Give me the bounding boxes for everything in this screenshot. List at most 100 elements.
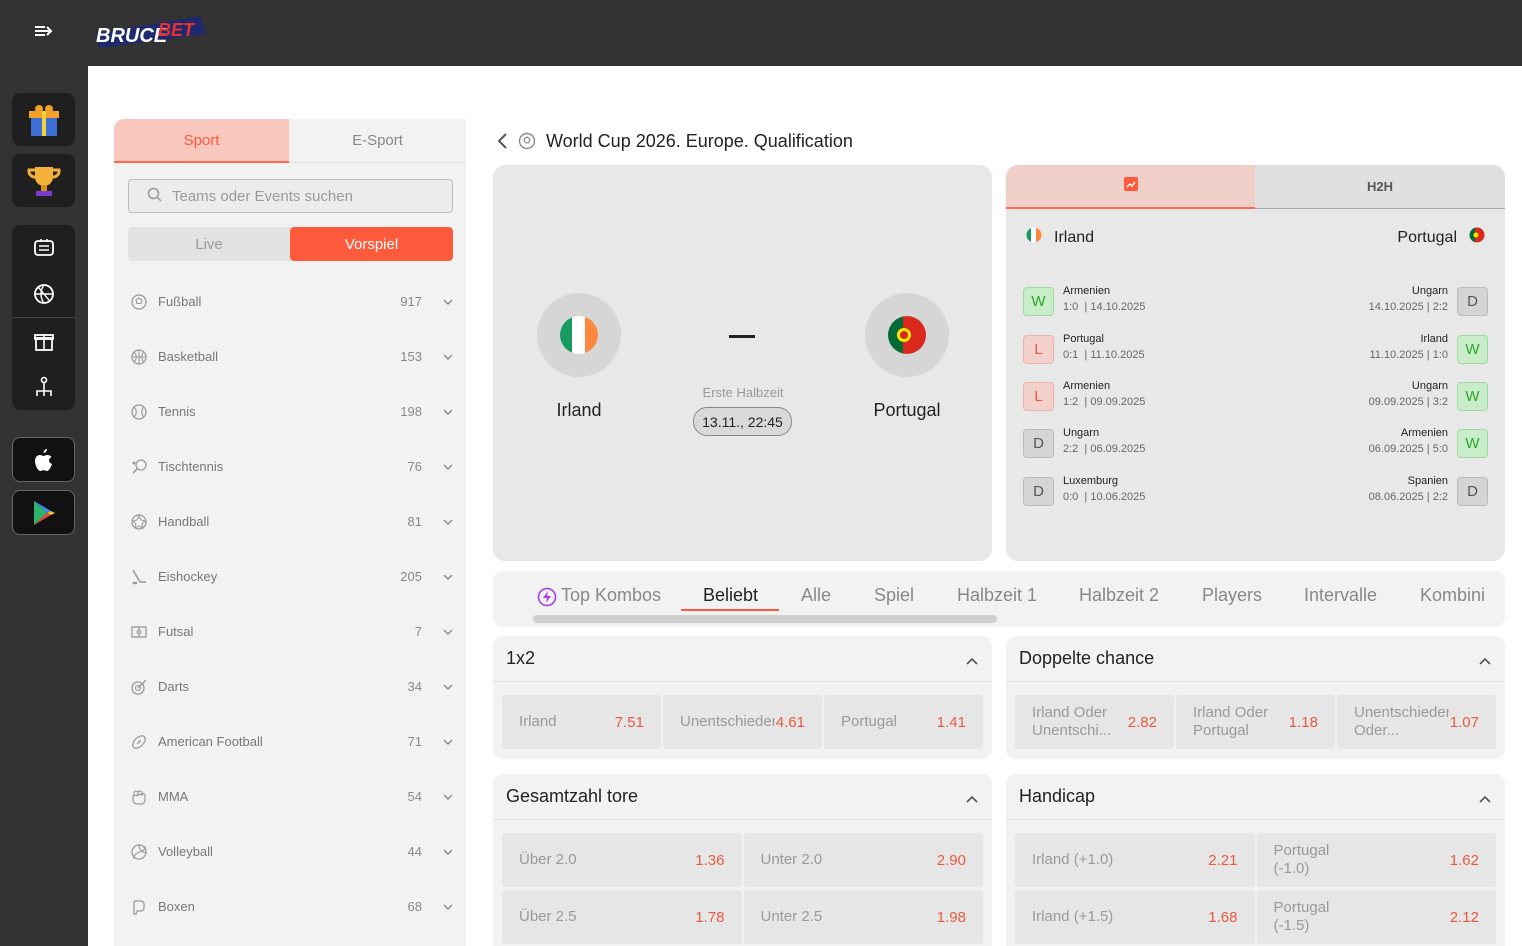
odd-button[interactable]: Irland 7.51 — [502, 695, 661, 749]
brand-logo[interactable]: BRUCE BET — [92, 12, 208, 52]
tab-spiel[interactable]: Spiel — [874, 585, 915, 605]
tab-esport[interactable]: E-Sport — [289, 119, 466, 163]
live-button[interactable]: Live — [128, 227, 290, 261]
casino-slot-icon[interactable] — [12, 225, 75, 271]
result-badge: L — [1023, 382, 1054, 411]
chevron-up-icon[interactable] — [1478, 652, 1492, 666]
odd-button[interactable]: Portugal (-1.5) 2.12 — [1256, 890, 1496, 944]
market-header[interactable]: Gesamtzahl tore — [493, 774, 992, 820]
odd-value: 1.41 — [936, 713, 966, 731]
odd-value: 2.21 — [1208, 851, 1238, 869]
result-badge: W — [1457, 429, 1488, 458]
chevron-down-icon[interactable] — [442, 571, 454, 583]
chevron-down-icon[interactable] — [442, 846, 454, 858]
back-arrow-icon[interactable] — [494, 131, 512, 151]
chevron-up-icon[interactable] — [965, 652, 979, 666]
apple-store-icon[interactable] — [12, 437, 75, 482]
sport-item-tennis[interactable]: Tennis 198 — [114, 384, 466, 439]
chevron-down-icon[interactable] — [442, 791, 454, 803]
sport-item-mma[interactable]: MMA 54 — [114, 769, 466, 824]
h2h-home-name: Irland — [1054, 228, 1095, 246]
opponent-name: Ungarn — [1411, 380, 1448, 392]
chevron-down-icon[interactable] — [442, 901, 454, 913]
prematch-button[interactable]: Vorspiel — [290, 227, 453, 261]
odd-button[interactable]: Irland (+1.5) 1.68 — [1015, 890, 1255, 944]
chevron-down-icon[interactable] — [442, 516, 454, 528]
market-double-chance: Doppelte chance Irland Oder Unentschi...… — [1006, 636, 1505, 759]
google-play-icon[interactable] — [12, 490, 75, 535]
odd-button[interactable]: Unter 2.5 1.98 — [743, 890, 983, 944]
chevron-up-icon[interactable] — [965, 790, 979, 804]
sport-item-handball[interactable]: Handball 81 — [114, 494, 466, 549]
chevron-down-icon[interactable] — [442, 406, 454, 418]
odd-button[interactable]: Portugal 1.41 — [824, 695, 983, 749]
odd-label: Portugal (-1.5) — [1273, 899, 1330, 934]
basketball-icon — [130, 348, 148, 366]
gift-icon[interactable] — [12, 318, 75, 364]
odd-button[interactable]: Unter 2.0 2.90 — [743, 833, 983, 887]
tab-halbzeit-2[interactable]: Halbzeit 2 — [1079, 585, 1160, 605]
chevron-down-icon[interactable] — [442, 351, 454, 363]
tab-alle[interactable]: Alle — [801, 585, 832, 605]
sport-item-futsal[interactable]: Futsal 7 — [114, 604, 466, 659]
tab-beliebt[interactable]: Beliebt — [703, 585, 759, 605]
odd-label: Portugal (-1.0) — [1273, 842, 1330, 877]
odd-button[interactable]: Irland (+1.0) 2.21 — [1015, 833, 1255, 887]
opponent-name: Armenien — [1063, 285, 1111, 297]
trophy-icon[interactable] — [12, 154, 75, 207]
match-meta: 14.10.2025 | 2:2 — [1368, 301, 1448, 313]
tab-sport[interactable]: Sport — [114, 119, 289, 163]
tab-h2h[interactable]: H2H — [1255, 165, 1505, 209]
gift-promo-icon[interactable] — [12, 93, 75, 146]
sport-item-volleyball[interactable]: Volleyball 44 — [114, 824, 466, 879]
tab-intervalle[interactable]: Intervalle — [1304, 585, 1378, 605]
sports-ball-icon[interactable] — [12, 271, 75, 317]
sport-name: Eishockey — [158, 569, 218, 584]
sport-item-table-tennis[interactable]: Tischtennis 76 — [114, 439, 466, 494]
tab-players[interactable]: Players — [1202, 585, 1263, 605]
result-badge: D — [1023, 477, 1054, 506]
odd-button[interactable]: Über 2.0 1.36 — [502, 833, 742, 887]
odd-value: 1.78 — [695, 908, 725, 926]
chevron-up-icon[interactable] — [1478, 790, 1492, 804]
chevron-down-icon[interactable] — [442, 296, 454, 308]
odd-label: Irland (+1.5) — [1032, 908, 1114, 925]
sport-item-hockey[interactable]: Eishockey 205 — [114, 549, 466, 604]
chevron-down-icon[interactable] — [442, 681, 454, 693]
menu-toggle-icon[interactable] — [26, 18, 62, 46]
search-input[interactable] — [172, 187, 432, 205]
chevron-down-icon[interactable] — [442, 736, 454, 748]
odd-button[interactable]: Portugal (-1.0) 1.62 — [1256, 833, 1496, 887]
tabs-scrollbar[interactable] — [533, 615, 997, 623]
tab-statistics[interactable] — [1006, 165, 1255, 209]
match-meta: 11.10.2025 | 1:0 — [1369, 349, 1448, 361]
market-header[interactable]: Doppelte chance — [1006, 636, 1505, 682]
referral-icon[interactable] — [12, 364, 75, 410]
sport-item-darts[interactable]: Darts 34 — [114, 659, 466, 714]
tab-kombini[interactable]: Kombini — [1420, 585, 1486, 605]
odd-button[interactable]: Unentschieden Oder... 1.07 — [1337, 695, 1496, 749]
sport-item-basketball[interactable]: Basketball 153 — [114, 329, 466, 384]
tab-halbzeit-1[interactable]: Halbzeit 1 — [957, 585, 1038, 605]
search-icon — [147, 187, 162, 206]
chevron-down-icon[interactable] — [442, 461, 454, 473]
h2h-panel: H2H Irland Portugal W Armenien 1:0 | 14.10… — [1006, 165, 1505, 561]
sport-item-american-football[interactable]: American Football 71 — [114, 714, 466, 769]
tab-top-kombos[interactable]: Top Kombos — [561, 585, 662, 605]
opponent-name: Ungarn — [1063, 427, 1100, 439]
sport-item-soccer[interactable]: Fußball 917 — [114, 274, 466, 329]
odd-value: 1.07 — [1449, 713, 1479, 731]
tennis-icon — [130, 403, 148, 421]
market-header[interactable]: 1x2 — [493, 636, 992, 682]
h2h-away-team: Portugal — [1397, 227, 1485, 248]
odd-button[interactable]: Irland Oder Portugal 1.18 — [1176, 695, 1335, 749]
chevron-down-icon[interactable] — [442, 626, 454, 638]
odd-button[interactable]: Über 2.5 1.78 — [502, 890, 742, 944]
result-badge: W — [1457, 382, 1488, 411]
odd-button[interactable]: Irland Oder Unentschi... 2.82 — [1015, 695, 1174, 749]
opponent-name: Portugal — [1063, 333, 1104, 345]
opponent-name: Armenien — [1400, 427, 1448, 439]
sport-item-boxing[interactable]: Boxen 68 — [114, 879, 466, 934]
market-header[interactable]: Handicap — [1006, 774, 1505, 820]
odd-button[interactable]: Unentschieden 4.61 — [663, 695, 822, 749]
